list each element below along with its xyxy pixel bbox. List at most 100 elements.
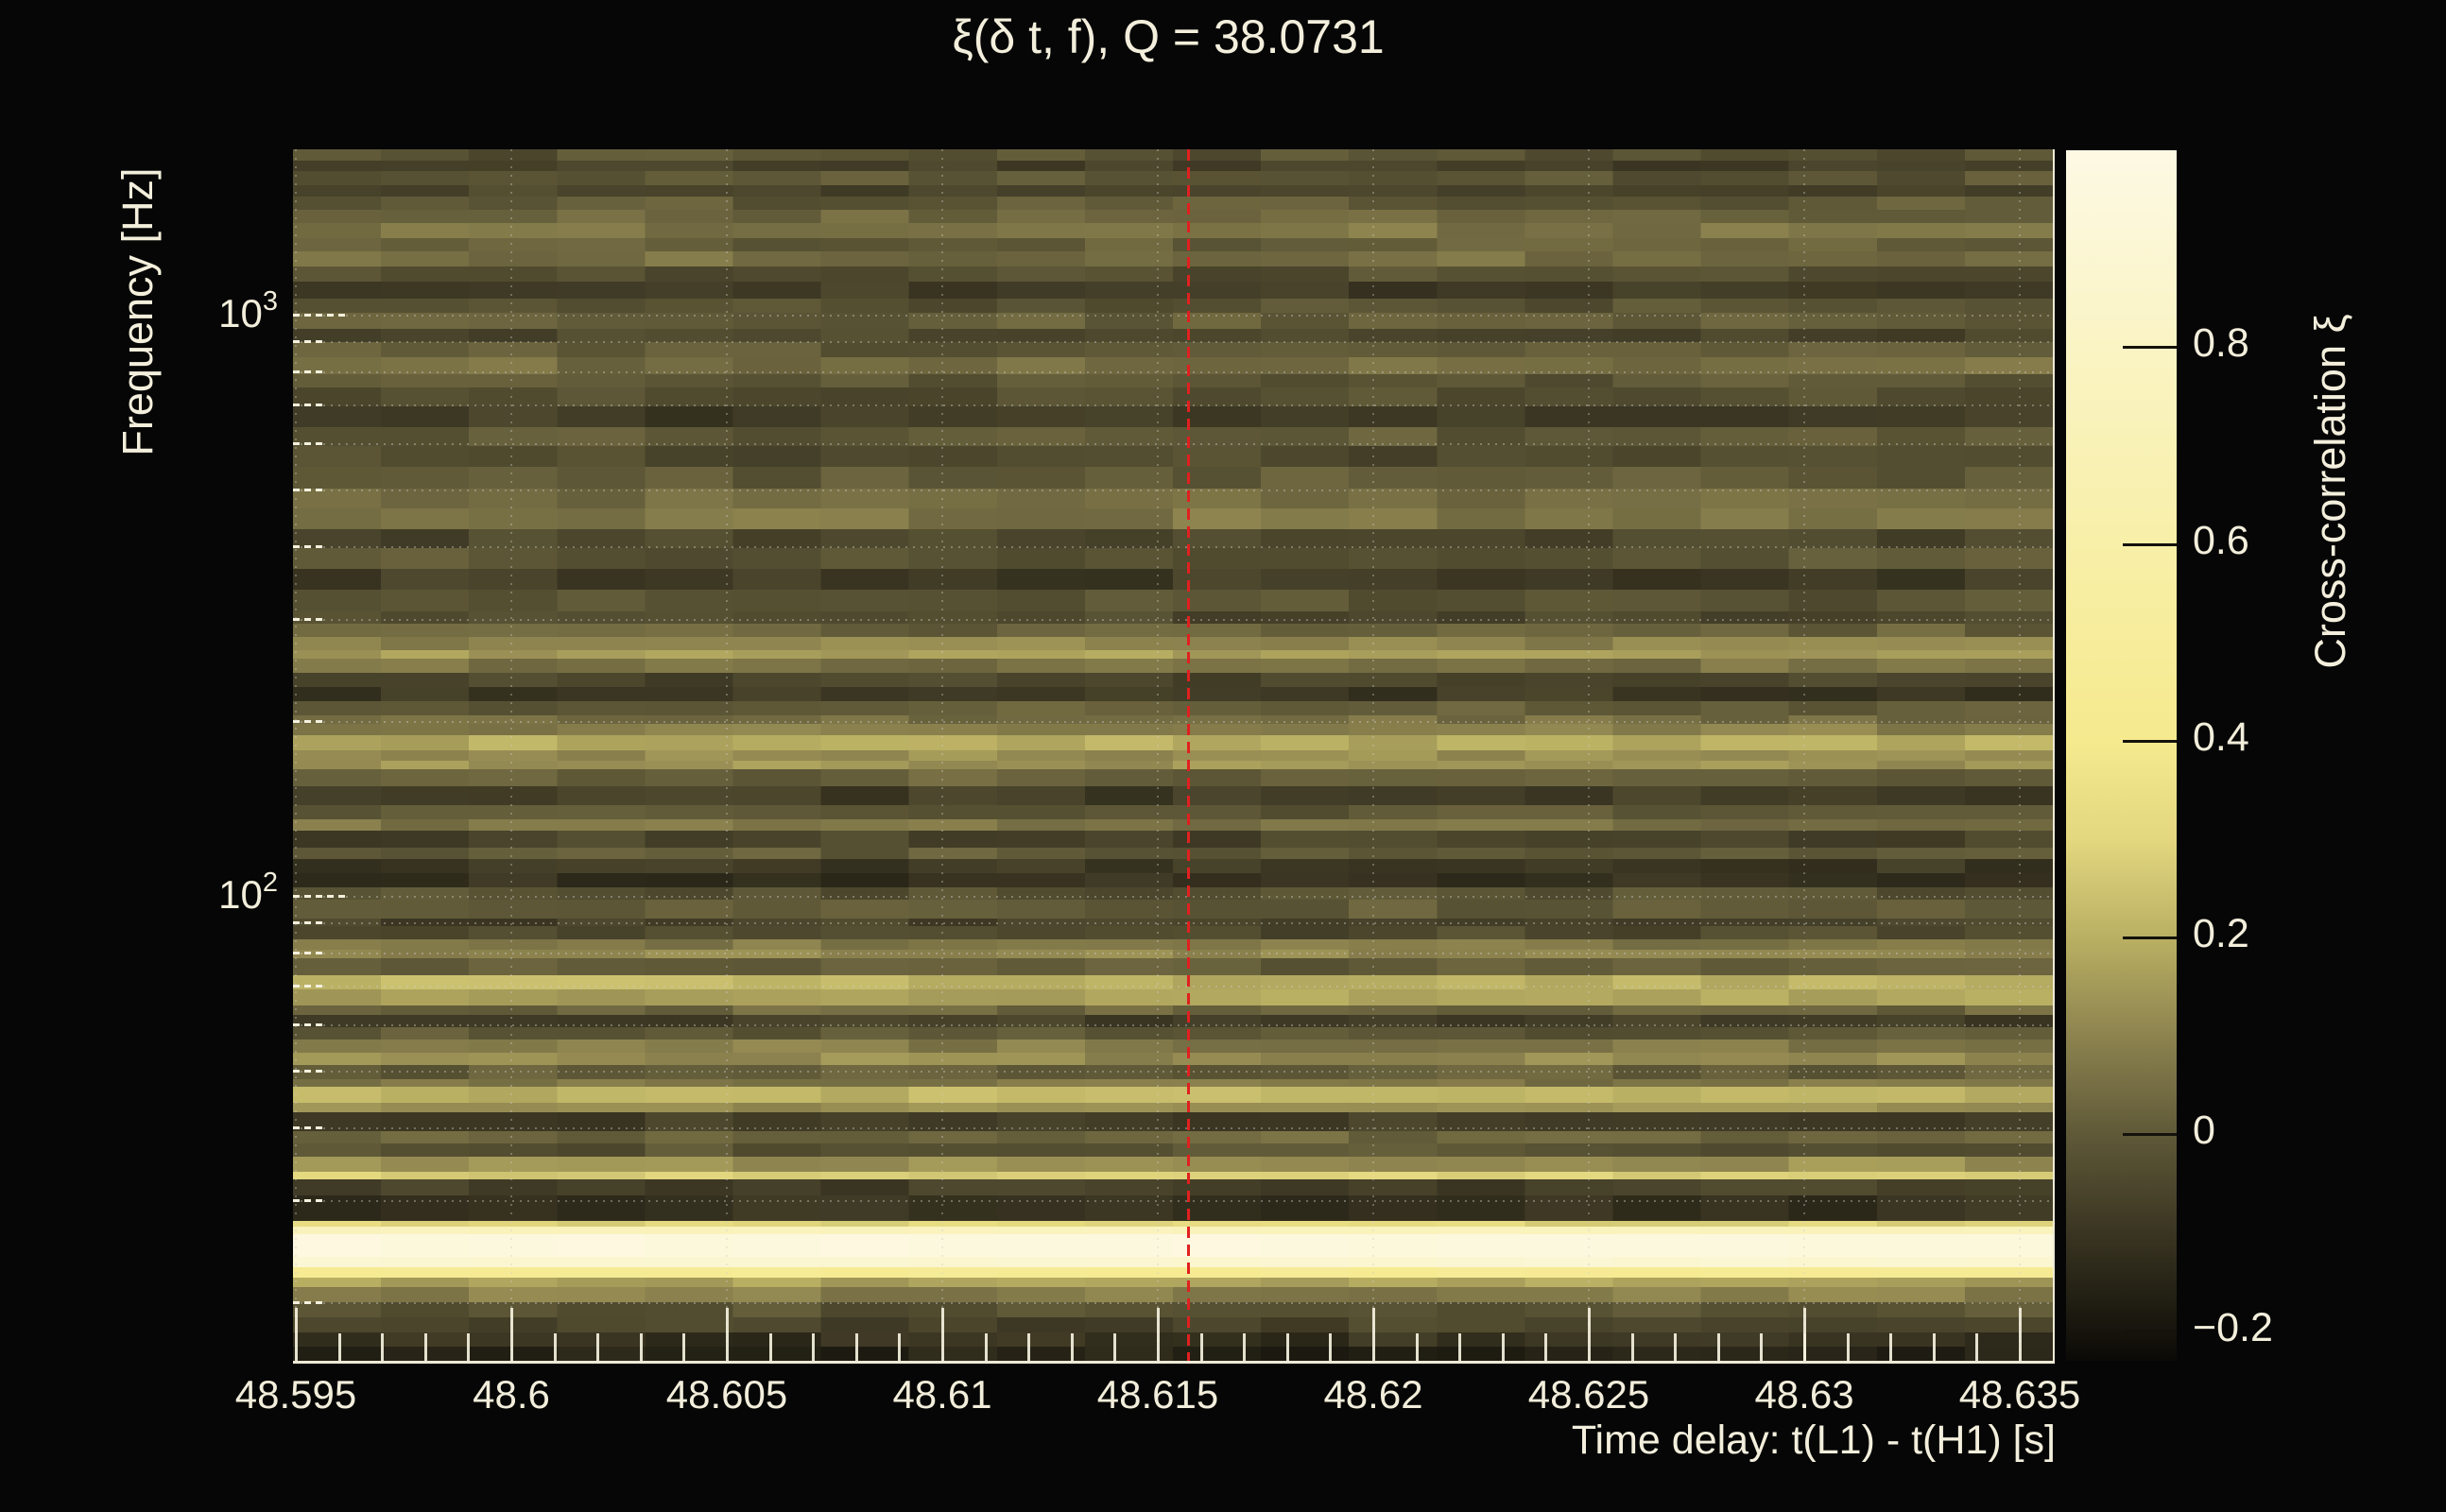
colorbar-label: Cross-correlation ξ [2306,314,2354,669]
heatmap-row [293,282,2053,299]
heatmap-row [293,1065,2053,1079]
heatmap-row [293,950,2053,958]
heatmap-row [293,1040,2053,1053]
heatmap-row [293,548,2053,569]
y-tick [293,544,325,548]
heatmap-row [293,357,2053,374]
heatmap-row [293,1143,2053,1157]
x-tick-minor [1716,1333,1720,1361]
y-tick [293,895,350,898]
heatmap-row [293,342,2053,357]
y-tick [293,1023,325,1027]
heatmap-row [293,387,2053,406]
x-tick-label: 48.605 [665,1372,788,1417]
heatmap-row [293,673,2053,687]
x-tick-major [510,1308,513,1361]
heatmap-row [293,1267,2053,1278]
colorbar-tick [2123,1330,2177,1333]
y-tick [293,985,325,988]
y-gridline [293,315,2053,317]
x-gridline [295,149,297,1361]
colorbar-tick-label: 0.4 [2193,713,2249,760]
y-tick [293,314,350,317]
heatmap-row [293,1234,2053,1257]
heatmap-row [293,508,2053,529]
heatmap-row [293,1278,2053,1287]
heatmap-row [293,958,2053,975]
y-tick [293,404,325,407]
x-gridline [1157,149,1159,1361]
y-gridline [293,490,2053,492]
x-tick-minor [1199,1333,1203,1361]
heatmap-row [293,637,2053,650]
x-tick-minor [1846,1333,1850,1361]
heatmap-row [293,659,2053,673]
heatmap-row [293,1103,2053,1112]
x-tick-minor [1329,1333,1333,1361]
heatmap-row [293,266,2053,282]
heatmap-row [293,1053,2053,1065]
heatmap-row [293,529,2053,548]
heatmap-row [293,687,2053,701]
heatmap-row [293,715,2053,724]
heatmap-row [293,1005,2053,1015]
heatmap-row [293,171,2053,185]
heatmap-row [293,446,2053,467]
y-tick-label: 102 [218,868,278,917]
x-tick-label: 48.615 [1096,1372,1219,1417]
y-tick-label: 103 [218,286,278,335]
y-tick [293,489,325,492]
heatmap-row [293,1195,2053,1221]
x-tick-minor [1889,1333,1893,1361]
x-tick-major [1157,1308,1160,1361]
heatmap-row [293,805,2053,819]
x-tick-label: 48.62 [1323,1372,1423,1417]
heatmap-row [293,989,2053,1005]
colorbar-tick-label: 0.8 [2193,320,2249,367]
heatmap-row [293,819,2053,831]
heatmap-row [293,467,2053,489]
y-axis-label: Frequency [Hz] [113,167,162,456]
x-tick-minor [1932,1333,1936,1361]
heatmap-row [293,939,2053,950]
heatmap-row [293,197,2053,210]
heatmap-row [293,859,2053,873]
y-tick [293,951,325,954]
plot-title: ξ(δ t, f), Q = 38.0731 [952,10,1385,63]
x-tick-label: 48.61 [892,1372,992,1417]
x-tick-label: 48.63 [1754,1372,1854,1417]
heatmap-row [293,1157,2053,1172]
colorbar-tick-label: −0.2 [2193,1304,2273,1350]
y-gridline [293,618,2053,621]
x-tick-major [1588,1308,1591,1361]
colorbar-tick-label: 0.6 [2193,517,2249,563]
heatmap-row [293,919,2053,926]
heatmap-row [293,1317,2053,1332]
y-tick [293,921,325,925]
heatmap-row [293,427,2053,446]
heatmap-row [293,406,2053,427]
heatmap-row [293,848,2053,859]
y-tick [293,1070,325,1074]
colorbar-tick-label: 0.2 [2193,911,2249,957]
x-tick-major [941,1308,944,1361]
x-tick-minor [553,1333,557,1361]
x-tick-minor [1501,1333,1505,1361]
x-gridline [1588,149,1590,1361]
colorbar-tick [2123,936,2177,940]
heatmap-plot-area [293,149,2055,1364]
y-gridline [293,341,2053,344]
x-tick-minor [812,1333,816,1361]
heatmap-row [293,724,2053,735]
y-tick [293,442,325,446]
x-tick-minor [1674,1333,1678,1361]
y-tick [293,369,325,373]
heatmap-row [293,1131,2053,1143]
x-tick-minor [1975,1333,1979,1361]
heatmap-row [293,1347,2053,1361]
x-tick-minor [1285,1333,1289,1361]
x-tick-minor [768,1333,772,1361]
y-gridline [293,720,2053,723]
x-tick-minor [1760,1333,1764,1361]
x-tick-minor [337,1333,341,1361]
